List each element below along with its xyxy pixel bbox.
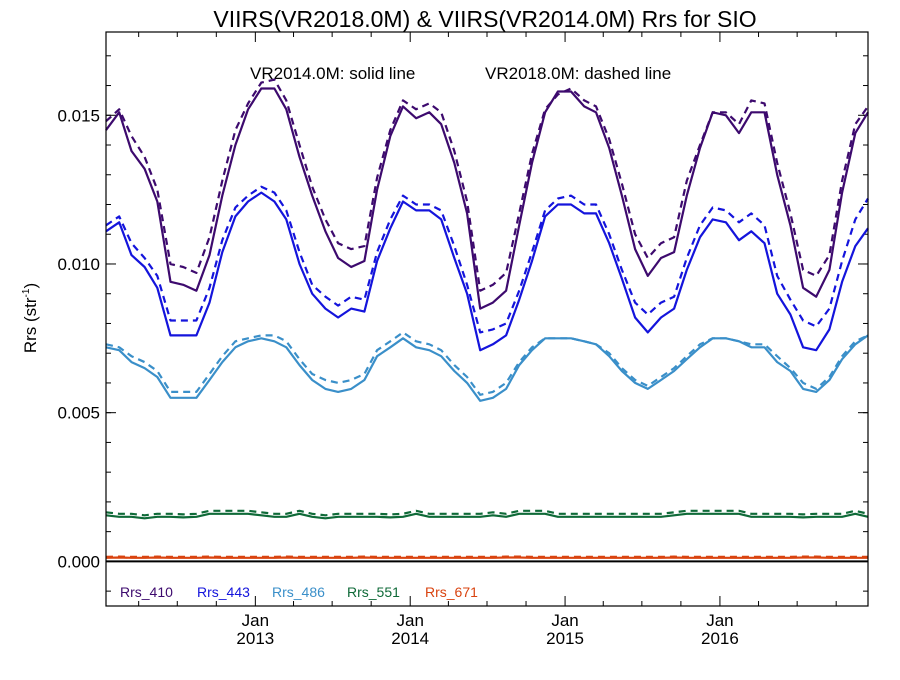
legend-item: Rrs_671: [425, 584, 478, 600]
y-tick-label: 0.015: [57, 106, 100, 125]
legend-item: Rrs_551: [347, 584, 400, 600]
y-tick-label: 0.005: [57, 404, 100, 423]
chart-title: VIIRS(VR2018.0M) & VIIRS(VR2014.0M) Rrs …: [213, 6, 756, 32]
x-tick-label-month: Jan: [242, 611, 269, 630]
x-tick-label-year: 2014: [391, 629, 429, 648]
x-tick-label-month: Jan: [396, 611, 423, 630]
x-tick-label-year: 2015: [546, 629, 584, 648]
legend-item: Rrs_410: [120, 584, 173, 600]
y-axis-title-main: Rrs (str: [21, 297, 40, 353]
x-tick-label-month: Jan: [706, 611, 733, 630]
annotation-dashed: VR2018.0M: dashed line: [485, 64, 671, 83]
y-tick-label: 0.000: [57, 552, 100, 571]
y-axis-title-close: ): [21, 283, 40, 289]
legend-item: Rrs_443: [197, 584, 250, 600]
x-tick-label-year: 2013: [236, 629, 274, 648]
y-tick-label: 0.010: [57, 255, 100, 274]
x-tick-label-month: Jan: [551, 611, 578, 630]
legend-item: Rrs_486: [272, 584, 325, 600]
x-tick-label-year: 2016: [701, 629, 739, 648]
